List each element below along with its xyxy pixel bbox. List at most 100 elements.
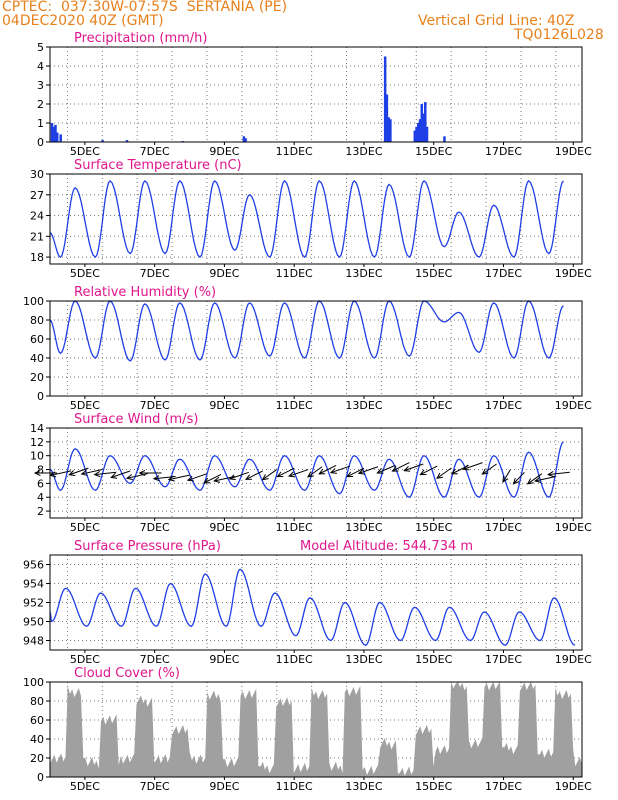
x-tick-label: 9DEC (209, 267, 239, 280)
wind-arrow-head (346, 471, 354, 478)
wind-arrow (203, 473, 222, 484)
wind-arrow-head (276, 471, 284, 478)
x-tick-label: 13DEC (345, 145, 382, 158)
x-tick-label: 9DEC (209, 780, 239, 793)
precip-bar (413, 130, 417, 142)
x-tick-label: 11DEC (276, 145, 313, 158)
header-station: CPTEC: 037:30W-07:57S SERTANIA (PE) (2, 0, 288, 15)
wind-arrow-head (403, 466, 411, 472)
panel-title: Surface Pressure (hPa) (74, 539, 221, 554)
precip-bar (425, 126, 429, 142)
x-tick-label: 17DEC (485, 267, 522, 280)
panel-title: Surface Temperature (nC) (74, 158, 242, 173)
precip-bar (101, 140, 104, 142)
panel-rh: 0 20 40 60 80 100 5DEC 7DEC 9DEC 11DEC 13DEC 15DEC 1… (23, 285, 592, 412)
wind-arrow (187, 473, 208, 481)
y-tick-label: 8 (37, 464, 44, 477)
wind-arrow-head (512, 477, 520, 485)
precip-bar (242, 136, 246, 142)
x-tick-label: 13DEC (345, 780, 382, 793)
y-tick-label: 60 (30, 714, 44, 727)
wind-series-line (49, 441, 564, 498)
y-tick-label: 4 (37, 60, 44, 73)
wind-arrow-head (288, 471, 296, 478)
y-tick-label: 10 (30, 450, 44, 463)
x-tick-label: 15DEC (415, 399, 452, 412)
wind-arrow (111, 470, 131, 478)
wind-arrow (463, 462, 483, 470)
wind-arrow (548, 471, 570, 476)
header-date: 04DEC2020 40Z (GMT) (2, 13, 164, 29)
x-tick-label: 19DEC (555, 780, 592, 793)
panel-frame (49, 427, 583, 519)
panel-precip: 0 1 2 3 4 5 5DEC 7DEC 9DEC 11DEC 13DEC 15DEC 17DEC 19… (37, 31, 592, 158)
wind-arrow-head (357, 468, 365, 475)
wind-arrow (392, 462, 410, 472)
y-tick-label: 3 (37, 79, 44, 92)
x-tick-label: 5DEC (70, 780, 100, 793)
y-tick-label: 954 (23, 578, 44, 591)
x-tick-label: 17DEC (485, 399, 522, 412)
panel-cloud: 0 20 40 60 80 100 5DEC 7DEC 9DEC 11DEC 13DEC 15DEC 1… (23, 666, 592, 793)
wind-arrow-head (391, 466, 399, 472)
precip-bar (52, 126, 55, 142)
wind-arrow-head (436, 472, 444, 479)
wind-arrow-head (450, 468, 458, 475)
wind-arrow (168, 474, 190, 481)
x-tick-label: 11DEC (276, 521, 313, 534)
x-tick-label: 19DEC (555, 399, 592, 412)
precip-bar (385, 94, 389, 142)
x-tick-label: 7DEC (140, 145, 170, 158)
precip-bar (383, 56, 387, 142)
y-tick-label: 60 (30, 333, 44, 346)
x-tick-label: 9DEC (209, 653, 239, 666)
temp-series-line (49, 179, 564, 259)
wind-arrow (229, 471, 250, 480)
panel-title: Surface Wind (m/s) (74, 412, 198, 427)
precip-bar (244, 138, 247, 142)
panel-title: Cloud Cover (%) (74, 666, 180, 681)
y-tick-label: 952 (23, 597, 44, 610)
y-tick-label: 6 (37, 477, 44, 490)
wind-arrow-head (138, 469, 146, 477)
panel-pres: 948 950 952 954 956 5DEC 7DEC 9DEC 11DEC 13DEC 15D… (23, 539, 592, 666)
precip-bar (59, 134, 62, 142)
y-tick-label: 14 (30, 422, 44, 435)
x-tick-label: 17DEC (485, 780, 522, 793)
x-tick-label: 11DEC (276, 653, 313, 666)
x-tick-label: 7DEC (140, 780, 170, 793)
x-tick-label: 13DEC (345, 521, 382, 534)
wind-arrow (404, 463, 424, 472)
y-tick-label: 80 (30, 314, 44, 327)
precip-bar (387, 117, 390, 142)
y-tick-label: 4 (37, 491, 44, 504)
y-tick-label: 100 (23, 295, 44, 308)
y-tick-label: 956 (23, 559, 44, 572)
wind-arrow-head (186, 475, 194, 482)
panel-frame (49, 173, 583, 265)
wind-arrow (318, 464, 337, 475)
wind-arrow-head (93, 471, 101, 478)
panel-title: Relative Humidity (%) (74, 285, 216, 300)
wind-arrow-head (329, 468, 337, 474)
wind-arrow-head (546, 471, 554, 478)
precip-bar (55, 132, 59, 142)
x-tick-label: 15DEC (415, 267, 452, 280)
panel-frame (49, 46, 583, 143)
y-tick-label: 21 (30, 230, 44, 243)
y-tick-label: 0 (37, 771, 44, 784)
precip-bar (415, 126, 418, 142)
y-tick-label: 2 (37, 98, 44, 111)
y-tick-label: 950 (23, 616, 44, 629)
pres-series-line (49, 568, 576, 647)
panel-temp: 18 21 24 27 30 5DEC 7DEC 9DEC 11DEC 13DEC 15DEC 17D… (30, 158, 592, 280)
wind-arrow (513, 471, 525, 485)
x-tick-label: 17DEC (485, 653, 522, 666)
wind-arrow (502, 469, 511, 483)
wind-arrow (245, 470, 264, 480)
wind-arrow (288, 469, 309, 477)
wind-arrow (307, 466, 323, 478)
x-tick-label: 17DEC (485, 145, 522, 158)
wind-arrow-head (244, 474, 252, 480)
y-tick-label: 18 (30, 251, 44, 264)
